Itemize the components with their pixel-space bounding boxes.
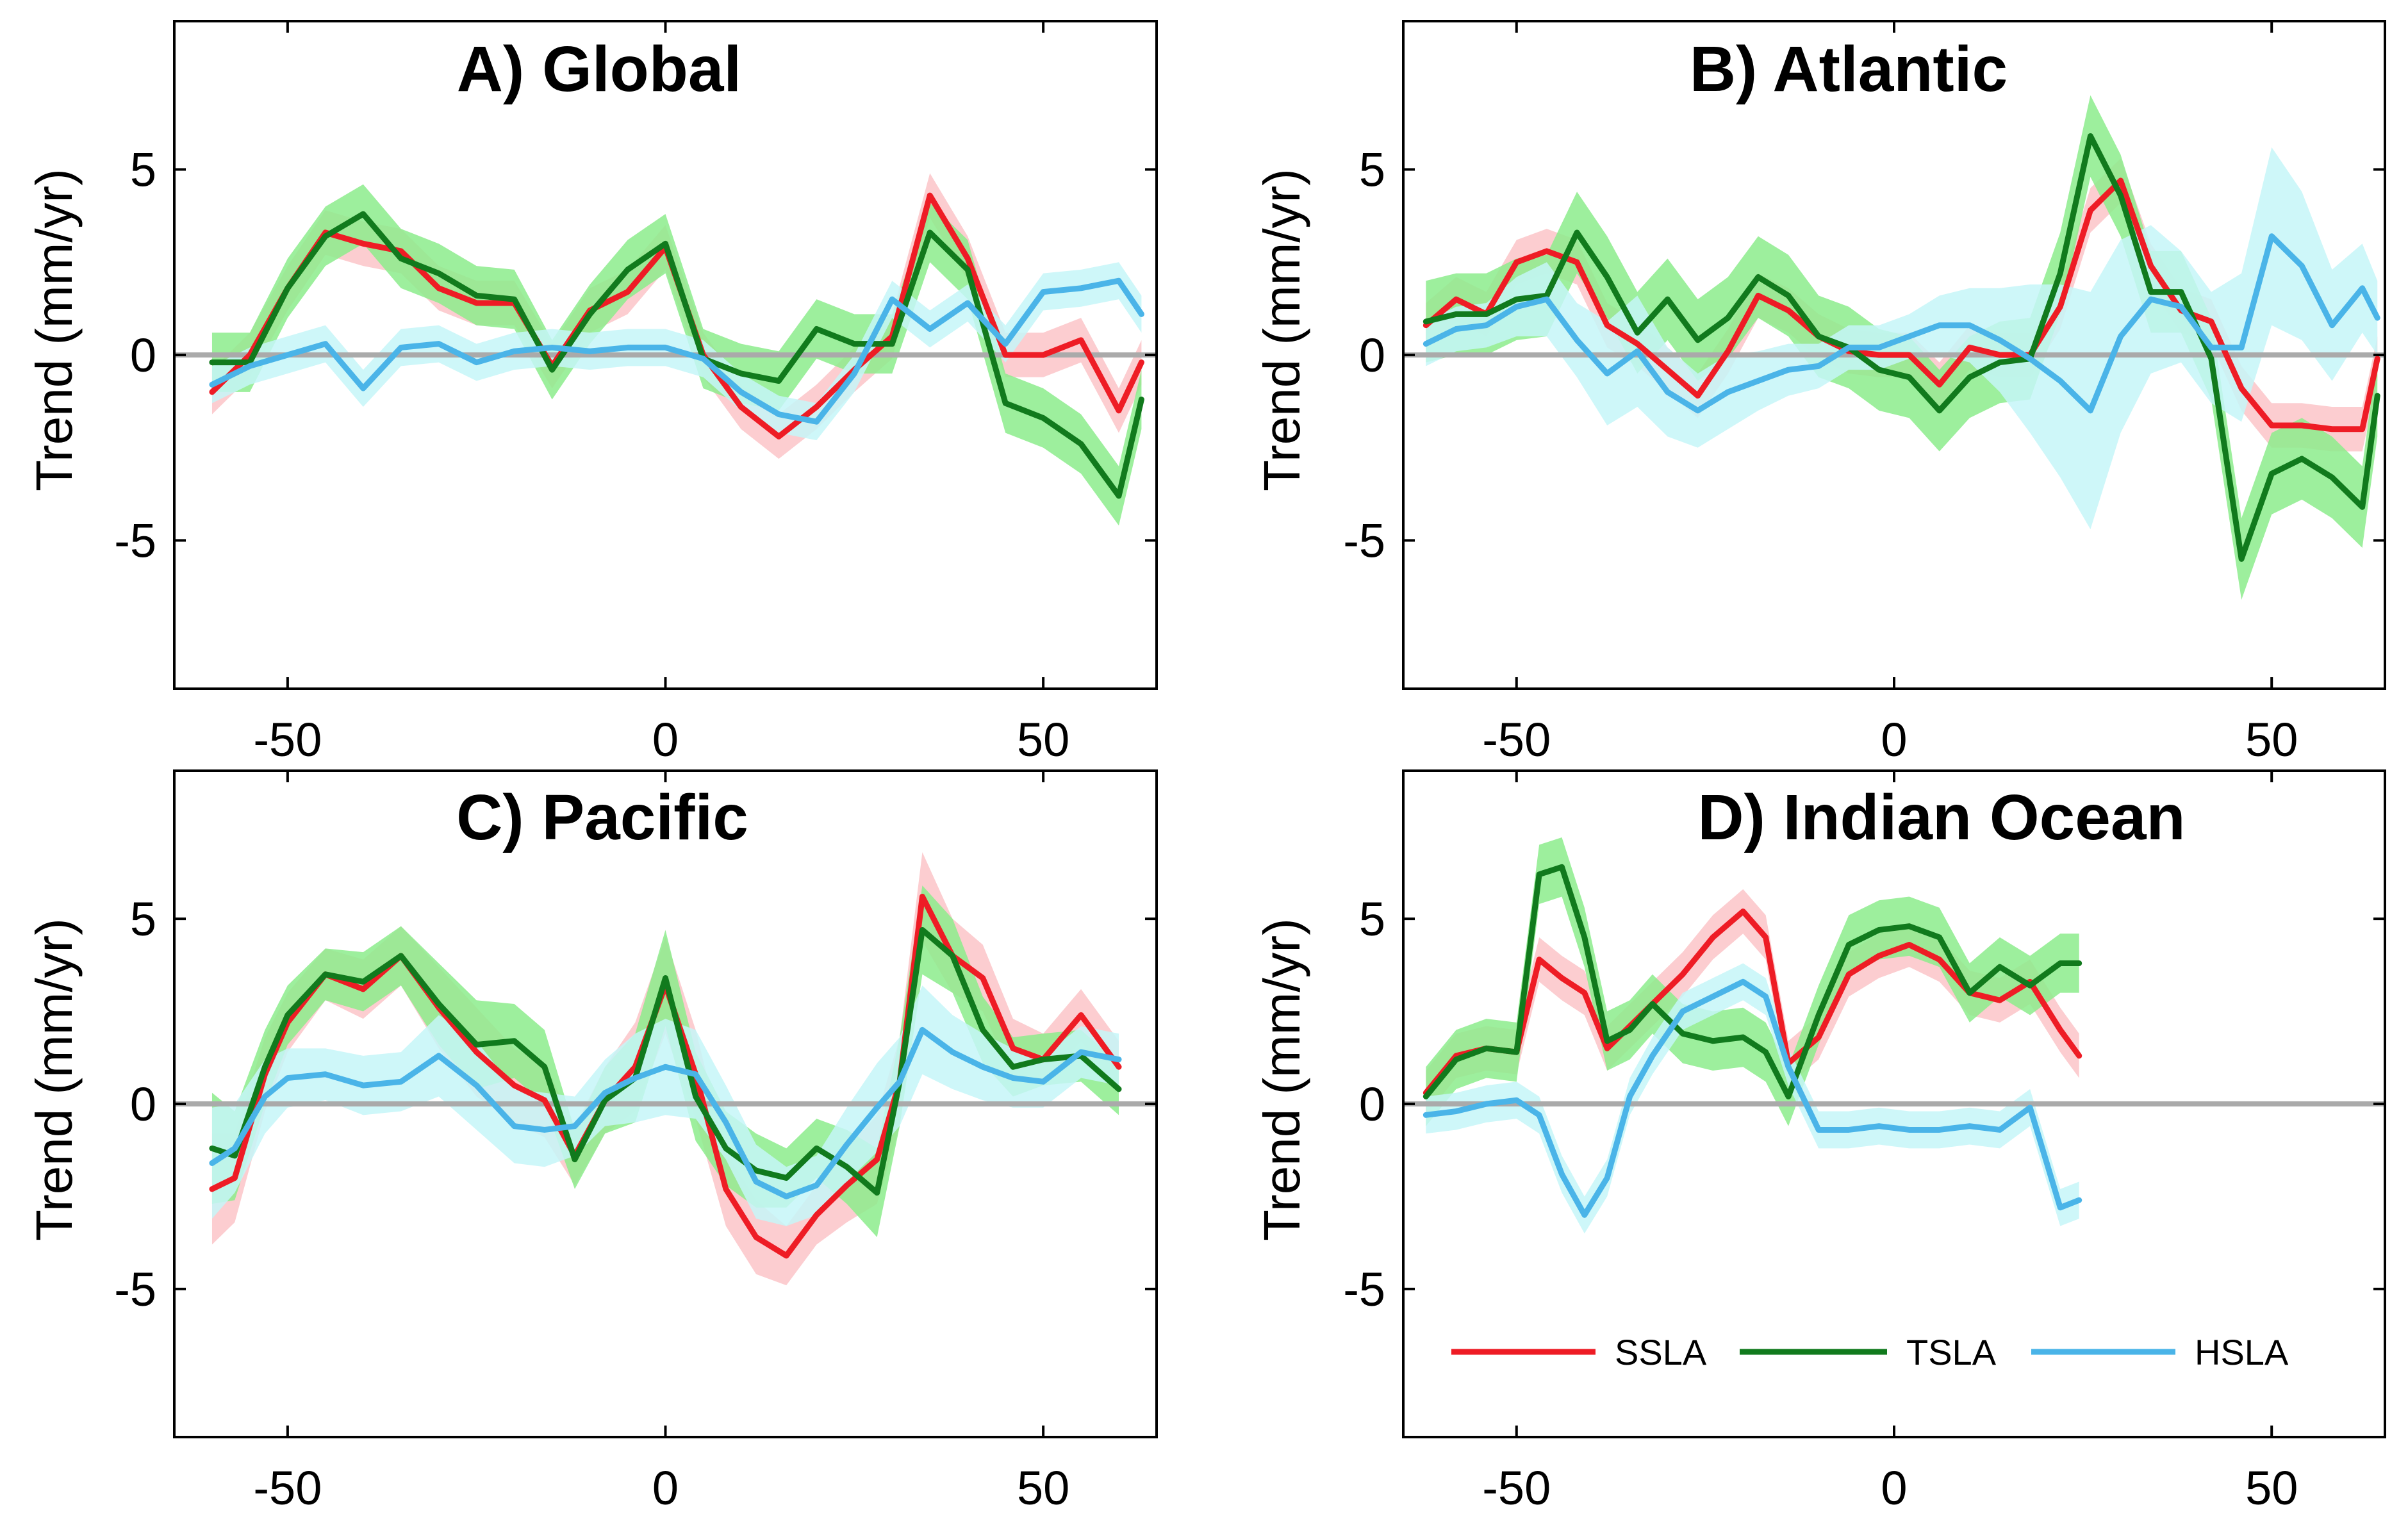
plot-area (1403, 95, 2385, 600)
plot-area (1403, 837, 2385, 1234)
panel-indian-ocean-xtick-50: 50 (2245, 1461, 2298, 1515)
panel-pacific-ytick-0: 0 (130, 1078, 156, 1131)
series-line-hsla (209, 1026, 1122, 1199)
series-line-ssla (1423, 177, 2380, 432)
panel-pacific: C) Pacific Trend (mm/yr) 5 0 -5 -50 0 50 (26, 769, 1158, 1515)
band-tsla (211, 885, 1119, 1237)
panel-atlantic: B) Atlantic Trend (mm/yr) 5 0 -5 -50 0 5… (1253, 20, 2386, 766)
panel-indian-ocean: D) Indian Ocean Trend (mm/yr) 5 0 -5 -50… (1253, 769, 2386, 1515)
series-line-hsla (1423, 978, 2082, 1218)
panel-indian-ocean-title: D) Indian Ocean (1697, 782, 2185, 853)
panel-indian-ocean-ytick-neg5: -5 (1343, 1263, 1385, 1316)
panel-atlantic-ytick-0: 0 (1359, 329, 1385, 382)
panel-pacific-title: C) Pacific (456, 782, 748, 853)
panel-global-ytick-neg5: -5 (114, 514, 156, 567)
panel-atlantic-xtick-50: 50 (2245, 713, 2298, 766)
legend-hsla-label: HSLA (2195, 1332, 2289, 1372)
series-line-tsla (1423, 133, 2380, 562)
panel-global-xtick-neg50: -50 (253, 713, 322, 766)
panel-pacific-ytick-neg5: -5 (114, 1263, 156, 1316)
panel-global: A) Global Trend (mm/yr) 5 0 -5 -50 0 50 (26, 20, 1158, 766)
series-line-hsla (209, 277, 1144, 425)
panel-atlantic-xtick-neg50: -50 (1482, 713, 1551, 766)
series-line-tsla (209, 926, 1122, 1196)
panel-pacific-ytick-5: 5 (130, 892, 156, 946)
panel-indian-ocean-xtick-neg50: -50 (1482, 1461, 1551, 1515)
panel-indian-ocean-ylabel: Trend (mm/yr) (1253, 918, 1310, 1241)
series-line-tsla (1423, 864, 2082, 1099)
legend-tsla-label: TSLA (1906, 1332, 1997, 1372)
panel-indian-ocean-plot (1402, 769, 2386, 1438)
panel-pacific-plot (173, 769, 1158, 1438)
panel-pacific-xtick-0: 0 (652, 1461, 679, 1515)
legend-ssla-label: SSLA (1615, 1332, 1707, 1372)
band-tsla (1426, 837, 2079, 1126)
panel-atlantic-plot (1402, 20, 2386, 690)
plot-area (174, 173, 1157, 526)
panel-pacific-xtick-neg50: -50 (253, 1461, 322, 1515)
panel-pacific-ylabel: Trend (mm/yr) (26, 918, 83, 1241)
panel-global-xtick-50: 50 (1017, 713, 1069, 766)
panel-atlantic-title: B) Atlantic (1690, 33, 2008, 105)
panel-indian-ocean-ytick-5: 5 (1359, 892, 1385, 946)
series-line-tsla (209, 211, 1144, 499)
panel-indian-ocean-ytick-0: 0 (1359, 1078, 1385, 1131)
panel-atlantic-ytick-neg5: -5 (1343, 514, 1385, 567)
legend: SSLA TSLA HSLA (1451, 1332, 2289, 1372)
panel-atlantic-ytick-5: 5 (1359, 144, 1385, 197)
plot-area (174, 852, 1157, 1286)
panel-global-ylabel: Trend (mm/yr) (26, 169, 83, 491)
panel-atlantic-xtick-0: 0 (1881, 713, 1907, 766)
panel-global-ytick-5: 5 (130, 144, 156, 197)
panel-global-xtick-0: 0 (652, 713, 679, 766)
panel-pacific-xtick-50: 50 (1017, 1461, 1069, 1515)
series-line-hsla (1423, 233, 2380, 414)
panel-global-ytick-0: 0 (130, 329, 156, 382)
panel-global-title: A) Global (457, 33, 741, 105)
panel-global-plot (173, 20, 1158, 690)
panel-indian-ocean-xtick-0: 0 (1881, 1461, 1907, 1515)
panel-atlantic-ylabel: Trend (mm/yr) (1253, 169, 1310, 491)
